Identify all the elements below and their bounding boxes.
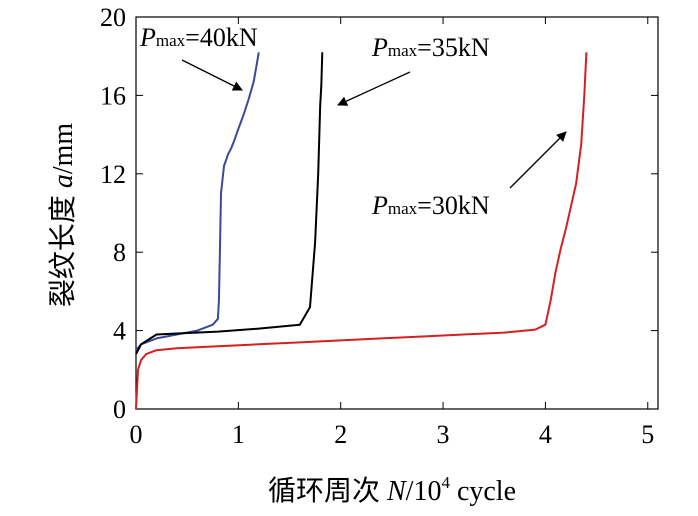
annotation-40kn-label: Pmax=40kN: [139, 23, 258, 52]
x-tick-label: 2: [334, 420, 347, 449]
annotation-35kn-arrow: [337, 71, 411, 106]
x-tick-label: 5: [641, 420, 654, 449]
y-axis-title: 裂纹长度 a/mm: [47, 123, 79, 308]
x-axis-title: 循环周次 N/104 cycle: [268, 473, 516, 507]
annotation-30kn-label: Pmax=30kN: [371, 191, 490, 220]
series-line-40kn: [135, 52, 260, 351]
annotation-40kn-arrow: [181, 59, 243, 91]
x-tick-label: 0: [130, 420, 143, 449]
series-line-30kn: [135, 52, 588, 410]
y-tick-label: 4: [113, 317, 126, 346]
series-line-35kn: [135, 52, 324, 355]
y-tick-label: 20: [100, 3, 126, 32]
x-tick-label: 4: [539, 420, 552, 449]
x-tick-label: 3: [437, 420, 450, 449]
series-layer: [135, 52, 588, 410]
x-tick-label: 1: [232, 420, 245, 449]
y-tick-label: 0: [113, 395, 126, 424]
annotation-30kn-arrow: [509, 131, 567, 189]
y-tick-label: 16: [100, 81, 126, 110]
y-tick-label: 12: [100, 160, 126, 189]
annotations: Pmax=40kN Pmax=35kN Pmax=30kN: [139, 23, 567, 220]
annotation-35kn-label: Pmax=35kN: [371, 33, 490, 62]
plot-frame: [135, 16, 659, 410]
y-tick-label: 8: [113, 238, 126, 267]
